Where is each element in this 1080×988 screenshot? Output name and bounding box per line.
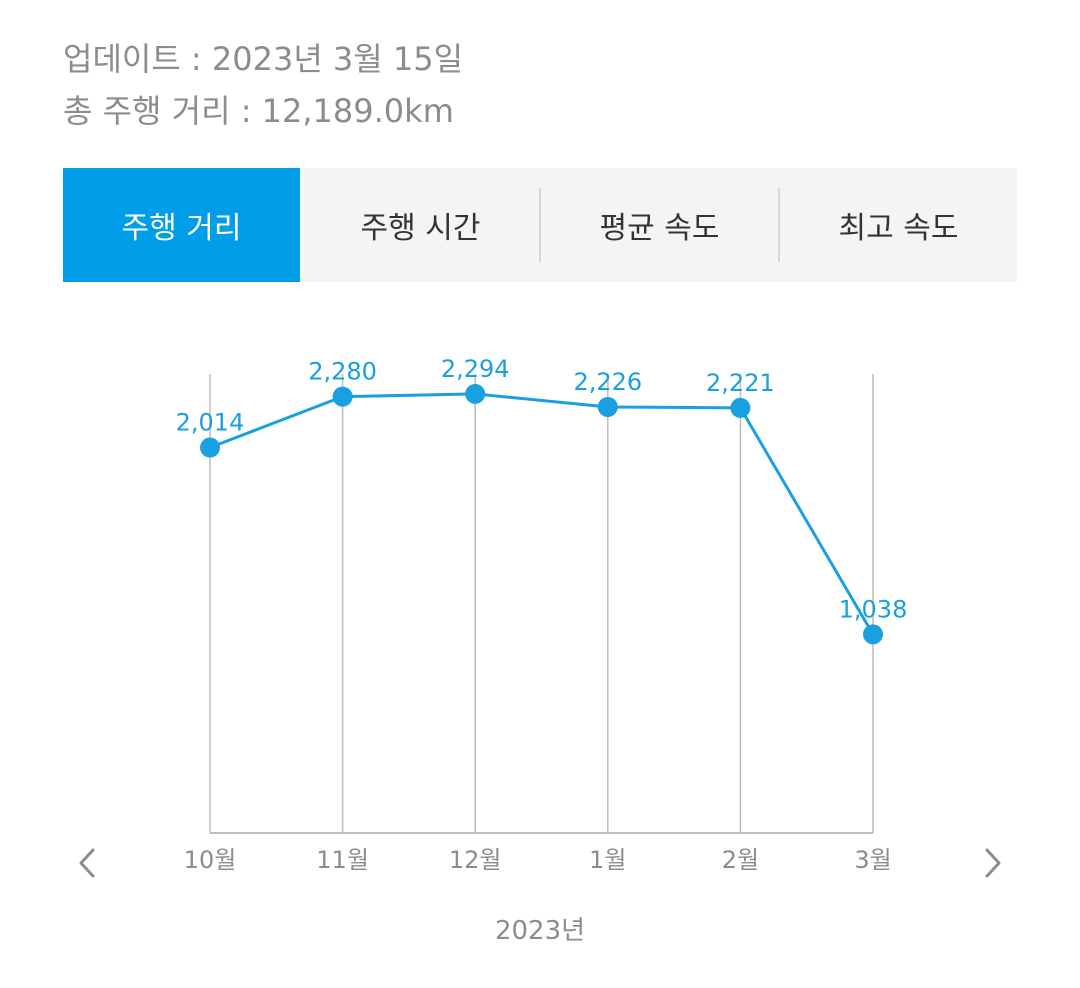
series-line xyxy=(209,392,875,636)
x-tick-label-4: 2월 xyxy=(722,846,759,874)
total-distance: 총 주행 거리 : 12,189.0km xyxy=(63,92,454,130)
data-point-5 xyxy=(863,624,883,645)
x-tick-label-2: 12월 xyxy=(449,846,502,874)
series-line-group xyxy=(209,392,875,636)
x-axis-label: 2023년 xyxy=(494,916,586,946)
data-label-5: 1,038 xyxy=(839,595,908,623)
tab-average-speed[interactable]: 평균 속도 xyxy=(599,211,720,246)
x-tick-labels: 10월 11월 12월 1월 2월 3월 xyxy=(184,846,892,874)
data-point-2 xyxy=(465,383,486,404)
tab-driving-time[interactable]: 주행 시간 xyxy=(360,211,481,246)
x-tick-label-0: 10월 xyxy=(184,846,237,874)
prev-period-button[interactable] xyxy=(62,838,112,888)
tab-divider xyxy=(778,188,780,262)
data-point-4 xyxy=(730,397,751,418)
tab-top-speed[interactable]: 최고 속도 xyxy=(838,211,959,246)
x-tick-label-3: 1월 xyxy=(589,846,626,874)
data-point-0 xyxy=(200,437,220,458)
tab-divider xyxy=(539,188,541,262)
distance-line-chart: 2,014 2,280 2,294 2,226 2,221 1,038 10월 11월 12월… xyxy=(176,355,908,874)
x-tick-label-5: 3월 xyxy=(854,846,891,874)
data-point-3 xyxy=(597,396,618,417)
data-label-1: 2,280 xyxy=(308,358,377,386)
tab-driving-distance[interactable]: 주행 거리 xyxy=(63,168,300,282)
data-point-1 xyxy=(332,386,353,407)
data-label-3: 2,226 xyxy=(573,368,642,396)
x-tick-label-1: 11월 xyxy=(316,846,369,874)
next-period-button[interactable] xyxy=(968,838,1018,888)
data-label-2: 2,294 xyxy=(441,355,510,383)
data-labels: 2,014 2,280 2,294 2,226 2,221 1,038 xyxy=(176,355,908,623)
gridlines xyxy=(209,374,874,833)
update-date: 업데이트 : 2023년 3월 15일 xyxy=(63,40,464,78)
chevron-right-icon xyxy=(985,848,1001,878)
chevron-left-icon xyxy=(79,848,95,878)
data-label-4: 2,221 xyxy=(706,369,775,397)
metric-tabs: 주행 거리 주행 시간 평균 속도 최고 속도 xyxy=(63,168,1017,282)
data-label-0: 2,014 xyxy=(176,409,245,437)
data-points xyxy=(200,383,883,645)
